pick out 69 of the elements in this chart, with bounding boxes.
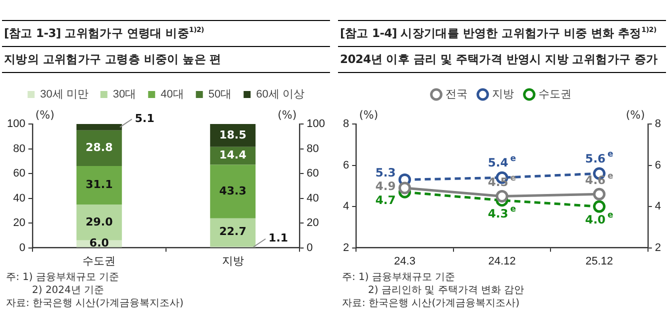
text: 자료: 한국은행 시산(가계금융복지조사) xyxy=(6,297,185,310)
y-tick-label: 0 xyxy=(19,242,26,254)
y2-tick-label: 60 xyxy=(306,168,319,180)
text: 주: 1) 금융부채규모 기준 xyxy=(342,271,456,284)
y-tick-label: 100 xyxy=(6,118,26,130)
bar xyxy=(76,124,122,130)
y2-axis-title: (%) xyxy=(626,108,645,122)
legend-label: 30대 xyxy=(112,88,136,101)
y-axis-title: (%) xyxy=(35,108,54,122)
data-label: 6.0 xyxy=(89,236,110,250)
legend-label: 60세 이상 xyxy=(256,88,304,101)
chart-subtitle: 지방의 고위험가구 고령층 비중이 높은 편 xyxy=(2,47,330,73)
text: 자료: 한국은행 시산(가계금융복지조사) xyxy=(342,297,521,310)
y2-axis-title: (%) xyxy=(278,108,297,122)
chart-title: [참고 1-4] 시장기대를 반영한 고위험가구 비중 변화 추정$^{1)2)}$ xyxy=(338,20,666,47)
data-label: 29.0 xyxy=(86,215,114,228)
legend-label: 50대 xyxy=(208,88,232,101)
x-tick-label: 24.12 xyxy=(488,255,516,268)
data-label: 4.9 xyxy=(375,178,396,193)
y2-tick-label: 40 xyxy=(306,192,319,204)
x-tick-label: 24.3 xyxy=(394,255,416,268)
y-tick-label: 2 xyxy=(342,242,350,254)
data-label: 5.1 xyxy=(134,112,154,126)
point xyxy=(398,182,411,194)
point xyxy=(593,188,606,200)
y2-tick-label: 2 xyxy=(654,242,662,254)
data-label: 31.1 xyxy=(86,178,113,192)
bar xyxy=(76,130,122,166)
point xyxy=(496,190,508,202)
text: 2) 금리인하 및 주택가격 변화 감안 xyxy=(367,284,526,297)
y-tick-label: 20 xyxy=(13,217,26,230)
bar xyxy=(76,166,122,204)
y-tick-label: 60 xyxy=(13,168,26,180)
legend-label: 전국 xyxy=(445,88,468,101)
data-label: 18.5 xyxy=(219,128,246,142)
data-label: 14.4 xyxy=(219,148,247,162)
y2-tick-label: 20 xyxy=(306,217,319,230)
y2-tick-label: 0 xyxy=(306,242,313,254)
data-label: 43.3 xyxy=(219,184,246,198)
bar xyxy=(210,218,256,246)
data-label: 22.7 xyxy=(219,225,246,238)
y-tick-label: 8 xyxy=(342,118,350,130)
x-tick-label: 25.12 xyxy=(585,255,614,268)
y2-tick-label: 4 xyxy=(654,200,662,213)
x-tick-label: 지방 xyxy=(222,255,244,268)
y2-tick-label: 6 xyxy=(654,159,662,172)
x-tick-label: 수도권 xyxy=(82,255,116,268)
data-label: 4.7 xyxy=(375,193,396,208)
y-tick-label: 6 xyxy=(342,159,350,172)
legend-label: 30세 미만 xyxy=(40,88,88,101)
y-tick-label: 4 xyxy=(342,200,350,213)
legend-label: 지방 xyxy=(492,88,514,101)
chart-subtitle: 2024년 이후 금리 및 주택가격 반영시 지방 고위험가구 증가 xyxy=(338,47,666,73)
legend-label: 40대 xyxy=(160,88,184,101)
point xyxy=(593,200,606,213)
legend-label: 수도권 xyxy=(538,88,572,101)
data-label: 5.3 xyxy=(375,166,396,180)
chart-title: [참고 1-3] 고위험가구 연령대 비중$^{1)2)}$ xyxy=(2,20,330,47)
data-label: 28.8 xyxy=(86,141,113,154)
y2-tick-label: 100 xyxy=(306,118,326,130)
bar xyxy=(210,164,256,218)
text: 2) 2024년 기준 xyxy=(31,284,106,297)
y-axis-title: (%) xyxy=(359,108,378,122)
data-label: 1.1 xyxy=(268,232,288,245)
text: 주: 1) 금융부채규모 기준 xyxy=(6,271,120,284)
y2-tick-label: 8 xyxy=(654,118,662,130)
y2-tick-label: 80 xyxy=(306,142,319,155)
y-tick-label: 40 xyxy=(13,192,26,204)
y-tick-label: 80 xyxy=(13,142,26,155)
